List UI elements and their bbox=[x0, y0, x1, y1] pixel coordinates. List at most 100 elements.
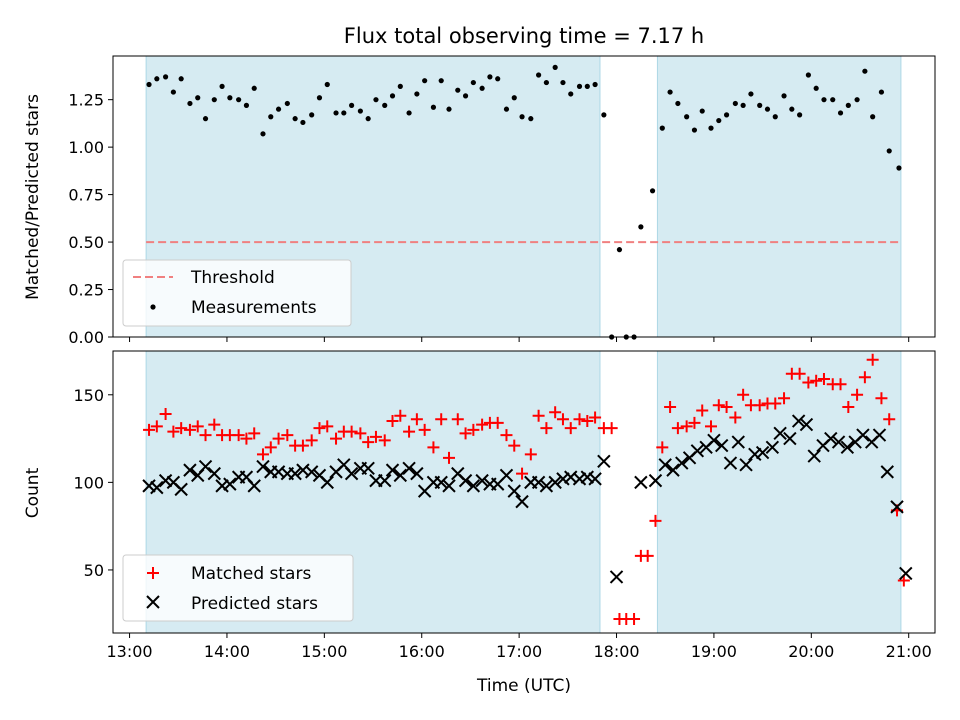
predicted-star-point bbox=[580, 470, 595, 484]
matched-star-point bbox=[354, 427, 367, 440]
bottom-legend-box bbox=[122, 554, 354, 622]
x-tick-label: 14:00 bbox=[204, 642, 250, 661]
measurement-point bbox=[260, 131, 266, 137]
matched-star-point bbox=[208, 418, 221, 431]
predicted-star-point bbox=[556, 472, 570, 486]
matched-star-point bbox=[737, 388, 750, 401]
matched-star-point bbox=[143, 423, 156, 436]
predicted-star-point bbox=[150, 480, 164, 495]
bottom-axes-frame bbox=[112, 350, 936, 634]
matched-star-point bbox=[386, 415, 399, 428]
measurement-point bbox=[406, 110, 412, 116]
predicted-star-point bbox=[499, 468, 514, 483]
y-tick-label: 100 bbox=[73, 473, 104, 492]
predicted-star-point bbox=[256, 459, 270, 474]
matched-star-point bbox=[403, 425, 416, 438]
measurement-point bbox=[479, 85, 485, 91]
matched-star-point bbox=[516, 467, 529, 480]
y-tick-label: 0.00 bbox=[68, 328, 104, 347]
matched-star-point bbox=[573, 413, 586, 426]
measurement-point bbox=[764, 106, 771, 112]
matched-star-point bbox=[491, 416, 504, 429]
measurement-point bbox=[503, 106, 510, 112]
top-ylabel: Matched/Predicted stars bbox=[23, 94, 43, 300]
matched-star-point bbox=[427, 441, 440, 454]
shaded-interval bbox=[656, 55, 902, 338]
matched-star-point bbox=[858, 371, 871, 384]
bottom-panel: 50 100 150 13:00 14:00 15:00 16:00 17:00 18:00 19… bbox=[23, 350, 936, 696]
predicted-star-point bbox=[410, 466, 424, 481]
matched-star-point bbox=[793, 367, 806, 380]
measurement-point bbox=[422, 78, 428, 84]
matched-star-point bbox=[688, 416, 701, 429]
measurement-point bbox=[616, 247, 623, 253]
predicted-star-point bbox=[142, 479, 156, 493]
predicted-star-point bbox=[755, 445, 770, 460]
matched-star-point bbox=[459, 427, 472, 440]
predicted-star-point bbox=[899, 566, 913, 581]
measurement-point bbox=[772, 114, 778, 120]
matched-star-point bbox=[305, 434, 318, 447]
matched-star-point bbox=[605, 422, 618, 435]
measurement-point bbox=[202, 116, 209, 122]
predicted-star-point bbox=[748, 447, 762, 462]
measurement-point bbox=[187, 100, 193, 107]
measurement-point bbox=[382, 102, 388, 108]
x-tick-label: 20:00 bbox=[788, 642, 834, 661]
predicted-star-point bbox=[548, 475, 562, 490]
predicted-star-point bbox=[174, 482, 188, 497]
matched-star-point bbox=[418, 423, 431, 436]
predicted-star-point bbox=[715, 438, 729, 453]
threshold-legend-label: Threshold bbox=[190, 268, 275, 288]
matched-star-point bbox=[532, 409, 545, 422]
matched-star-point bbox=[769, 397, 782, 410]
predicted-star-point bbox=[765, 440, 780, 455]
measurement-point bbox=[178, 76, 184, 82]
matched-star-point bbox=[378, 434, 391, 447]
measurement-point bbox=[438, 78, 444, 84]
predicted-star-point bbox=[634, 475, 648, 490]
measurement-point bbox=[576, 83, 583, 89]
predicted-star-point bbox=[840, 440, 855, 455]
measurement-point bbox=[601, 112, 607, 118]
measurement-point bbox=[154, 76, 160, 82]
matched-star-point bbox=[451, 413, 464, 426]
matched-star-point bbox=[851, 388, 864, 401]
matched-star-point bbox=[671, 422, 684, 435]
matched-star-point bbox=[345, 425, 358, 438]
measurement-point bbox=[878, 89, 885, 95]
predicted-star-point bbox=[198, 459, 213, 474]
measurement-point bbox=[805, 72, 811, 78]
matched-star-point bbox=[369, 430, 382, 443]
y-tick-label: 0.25 bbox=[68, 281, 104, 300]
measurement-point bbox=[300, 119, 306, 126]
measurement-point bbox=[519, 114, 525, 120]
measurement-point bbox=[389, 93, 396, 99]
measurement-point bbox=[309, 112, 315, 118]
matched-star-point bbox=[696, 404, 709, 417]
matched-star-point bbox=[272, 432, 285, 445]
measurements-legend-swatch bbox=[150, 304, 156, 310]
matched-star-point bbox=[641, 549, 654, 562]
predicted-star-point bbox=[434, 475, 448, 490]
matched-legend-swatch bbox=[147, 567, 159, 579]
measurement-point bbox=[536, 72, 542, 78]
predicted-star-point bbox=[799, 417, 814, 432]
predicted-star-point bbox=[393, 468, 408, 483]
measurement-point bbox=[757, 102, 763, 108]
matched-star-point bbox=[540, 422, 553, 435]
measurement-point bbox=[543, 79, 550, 86]
matched-star-point bbox=[842, 401, 855, 414]
measurement-point bbox=[821, 97, 827, 103]
predicted-star-point bbox=[361, 461, 375, 476]
matched-star-point bbox=[802, 376, 815, 389]
predicted-star-point bbox=[158, 473, 173, 488]
matched-star-point bbox=[875, 392, 888, 405]
matched-star-point bbox=[508, 439, 521, 452]
predicted-star-point bbox=[890, 500, 904, 514]
measurement-point bbox=[667, 89, 673, 95]
measurement-point bbox=[284, 100, 290, 107]
matched-star-point bbox=[159, 408, 172, 421]
measurement-point bbox=[732, 100, 738, 107]
